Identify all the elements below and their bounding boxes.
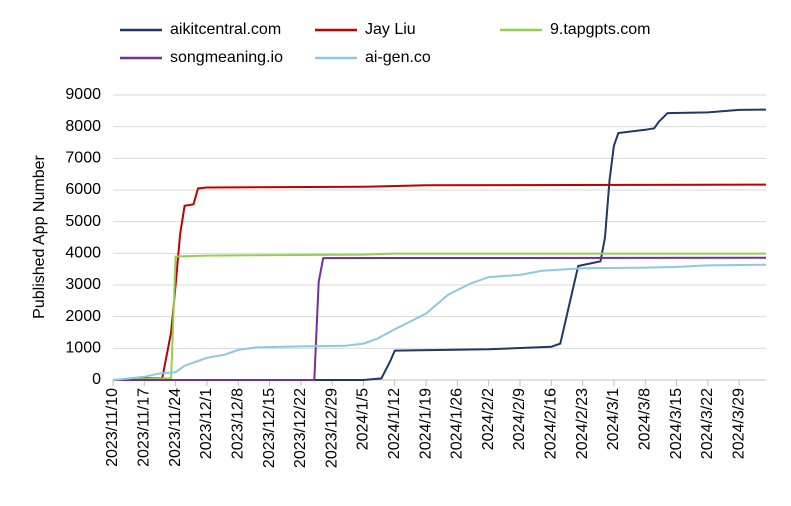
series-line <box>112 252 766 381</box>
y-tick-label: 1000 <box>65 340 101 357</box>
x-tick-label: 2023/12/8 <box>229 388 246 459</box>
x-tick-label: 2023/12/22 <box>292 388 309 468</box>
x-tick-label: 2024/3/29 <box>730 388 747 459</box>
y-tick-label: 2000 <box>65 308 101 325</box>
x-tick-label: 2024/3/1 <box>605 388 622 450</box>
legend-label: aikitcentral.com <box>170 21 281 38</box>
x-tick-label: 2024/3/15 <box>668 388 685 459</box>
x-tick-label: 2024/1/19 <box>417 388 434 459</box>
x-tick-label: 2024/2/23 <box>574 388 591 459</box>
legend-label: 9.tapgpts.com <box>550 21 651 38</box>
y-tick-label: 4000 <box>65 245 101 262</box>
y-axis-label: Published App Number <box>31 155 48 319</box>
series-line <box>113 108 767 381</box>
x-tick-label: 2023/12/29 <box>323 388 340 468</box>
x-tick-label: 2023/12/15 <box>261 388 278 468</box>
x-tick-label: 2023/11/17 <box>136 388 153 467</box>
x-tick-label: 2024/1/12 <box>386 388 403 459</box>
x-tick-label: 2024/1/5 <box>355 388 372 450</box>
x-tick-label: 2023/11/10 <box>104 388 121 467</box>
x-tick-label: 2024/3/22 <box>699 388 716 459</box>
y-tick-label: 7000 <box>65 150 101 167</box>
y-tick-label: 0 <box>92 371 101 388</box>
y-tick-label: 8000 <box>65 118 101 135</box>
x-tick-label: 2024/2/16 <box>543 388 560 459</box>
legend-label: Jay Liu <box>365 21 416 38</box>
legend-label: ai-gen.co <box>365 49 431 66</box>
x-tick-label: 2024/1/26 <box>449 388 466 459</box>
x-tick-label: 2024/2/2 <box>480 388 497 450</box>
x-tick-label: 2023/12/1 <box>198 388 215 459</box>
x-tick-label: 2024/2/9 <box>511 388 528 450</box>
y-tick-label: 3000 <box>65 276 101 293</box>
x-tick-label: 2024/3/8 <box>636 388 653 450</box>
y-tick-label: 5000 <box>65 213 101 230</box>
y-tick-label: 9000 <box>65 86 101 103</box>
series-line <box>112 263 767 381</box>
x-tick-label: 2023/11/24 <box>167 388 184 467</box>
legend-label: songmeaning.io <box>170 49 283 66</box>
series-line <box>113 256 767 381</box>
y-tick-label: 6000 <box>65 181 101 198</box>
